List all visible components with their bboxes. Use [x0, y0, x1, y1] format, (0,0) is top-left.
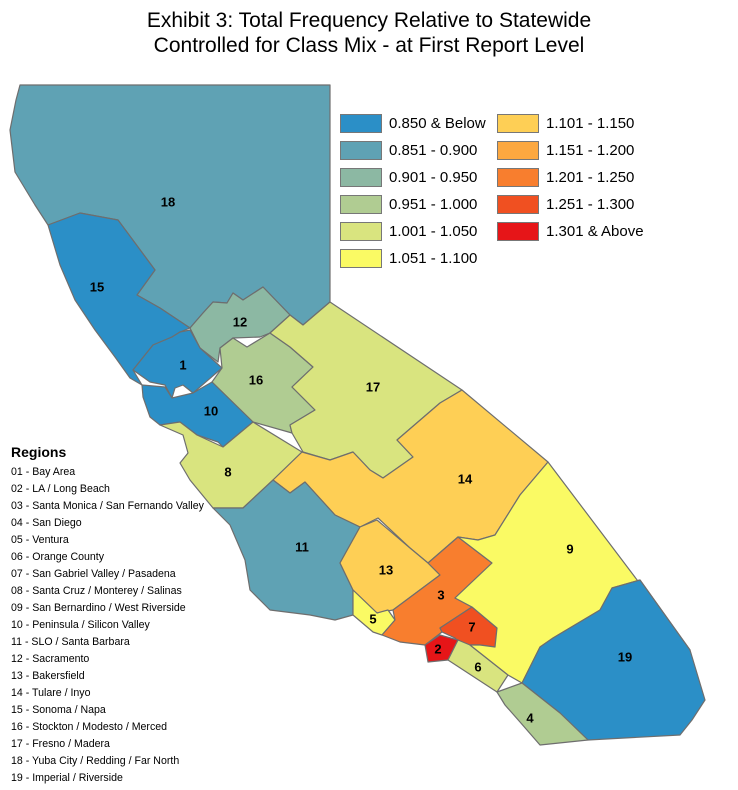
legend-item: 0.851 - 0.900: [340, 140, 477, 160]
region-list-item: 03 - Santa Monica / San Fernando Valley: [11, 500, 204, 512]
legend-item: 1.001 - 1.050: [340, 221, 477, 241]
region-label-12: 12: [233, 314, 247, 329]
region-list-item: 19 - Imperial / Riverside: [11, 772, 123, 784]
region-list-item: 16 - Stockton / Modesto / Merced: [11, 721, 168, 733]
legend-swatch: [497, 194, 539, 214]
legend-swatch: [340, 167, 382, 187]
region-label-15: 15: [90, 279, 104, 294]
legend-label: 0.901 - 0.950: [389, 168, 478, 186]
region-label-16: 16: [249, 372, 263, 387]
legend-swatch: [497, 167, 539, 187]
legend-swatch: [497, 113, 539, 133]
region-list-item: 11 - SLO / Santa Barbara: [11, 636, 130, 648]
legend-label: 0.851 - 0.900: [389, 141, 478, 159]
region-label-3: 3: [437, 587, 444, 602]
legend-swatch: [340, 140, 382, 160]
region-list-item: 10 - Peninsula / Silicon Valley: [11, 619, 150, 631]
region-label-7: 7: [468, 619, 475, 634]
region-list-item: 08 - Santa Cruz / Monterey / Salinas: [11, 585, 182, 597]
region-label-5: 5: [369, 611, 376, 626]
region-list-item: 13 - Bakersfield: [11, 670, 85, 682]
region-list-item: 17 - Fresno / Madera: [11, 738, 110, 750]
region-label-14: 14: [458, 471, 473, 486]
region-label-18: 18: [161, 194, 175, 209]
region-4[interactable]: [496, 682, 589, 746]
legend-swatch: [497, 140, 539, 160]
legend-item: 1.051 - 1.100: [340, 248, 477, 268]
legend-item: 1.201 - 1.250: [497, 167, 634, 187]
legend-label: 0.951 - 1.000: [389, 195, 478, 213]
region-label-10: 10: [204, 403, 218, 418]
legend-label: 1.201 - 1.250: [546, 168, 635, 186]
legend-label: 0.850 & Below: [389, 114, 486, 132]
region-label-2: 2: [434, 641, 441, 656]
legend-swatch: [497, 221, 539, 241]
region-label-6: 6: [474, 659, 481, 674]
region-label-13: 13: [379, 562, 393, 577]
legend-item: 1.151 - 1.200: [497, 140, 634, 160]
legend-swatch: [340, 221, 382, 241]
legend-swatch: [340, 113, 382, 133]
legend-label: 1.151 - 1.200: [546, 141, 635, 159]
legend-label: 1.001 - 1.050: [389, 222, 478, 240]
region-label-4: 4: [526, 710, 534, 725]
legend-label: 1.101 - 1.150: [546, 114, 635, 132]
region-label-9: 9: [566, 541, 573, 556]
region-label-8: 8: [224, 464, 231, 479]
region-list-item: 07 - San Gabriel Valley / Pasadena: [11, 568, 176, 580]
region-list-item: 15 - Sonoma / Napa: [11, 704, 106, 716]
legend-item: 1.101 - 1.150: [497, 113, 634, 133]
legend-item: 0.901 - 0.950: [340, 167, 477, 187]
map-title: Exhibit 3: Total Frequency Relative to S…: [0, 8, 738, 58]
legend-item: 1.301 & Above: [497, 221, 644, 241]
regions-heading: Regions: [11, 444, 67, 460]
region-label-1: 1: [179, 357, 186, 372]
legend-item: 0.850 & Below: [340, 113, 486, 133]
region-label-19: 19: [618, 649, 632, 664]
legend-item: 1.251 - 1.300: [497, 194, 634, 214]
region-list-item: 05 - Ventura: [11, 534, 69, 546]
title-line-2: Controlled for Class Mix - at First Repo…: [153, 34, 585, 57]
region-6[interactable]: [447, 639, 509, 693]
regions-list: Regions 01 - Bay Area 02 - LA / Long Beac…: [11, 444, 204, 787]
legend-item: 0.951 - 1.000: [340, 194, 477, 214]
region-1[interactable]: [132, 329, 223, 399]
title-line-1: Exhibit 3: Total Frequency Relative to S…: [146, 9, 592, 32]
region-list-item: 01 - Bay Area: [11, 466, 76, 478]
region-label-17: 17: [366, 379, 380, 394]
region-list-item: 09 - San Bernardino / West Riverside: [11, 602, 186, 614]
legend-label: 1.051 - 1.100: [389, 249, 478, 267]
legend-swatch: [340, 194, 382, 214]
region-list-item: 12 - Sacramento: [11, 653, 90, 665]
region-list-item: 18 - Yuba City / Redding / Far North: [11, 755, 180, 767]
region-label-11: 11: [295, 539, 309, 554]
region-list-item: 02 - LA / Long Beach: [11, 483, 110, 495]
legend-swatch: [340, 248, 382, 268]
region-list-item: 06 - Orange County: [11, 551, 105, 563]
legend-label: 1.251 - 1.300: [546, 195, 635, 213]
legend-label: 1.301 & Above: [546, 222, 644, 240]
region-list-item: 14 - Tulare / Inyo: [11, 687, 91, 699]
region-list-item: 04 - San Diego: [11, 517, 82, 529]
